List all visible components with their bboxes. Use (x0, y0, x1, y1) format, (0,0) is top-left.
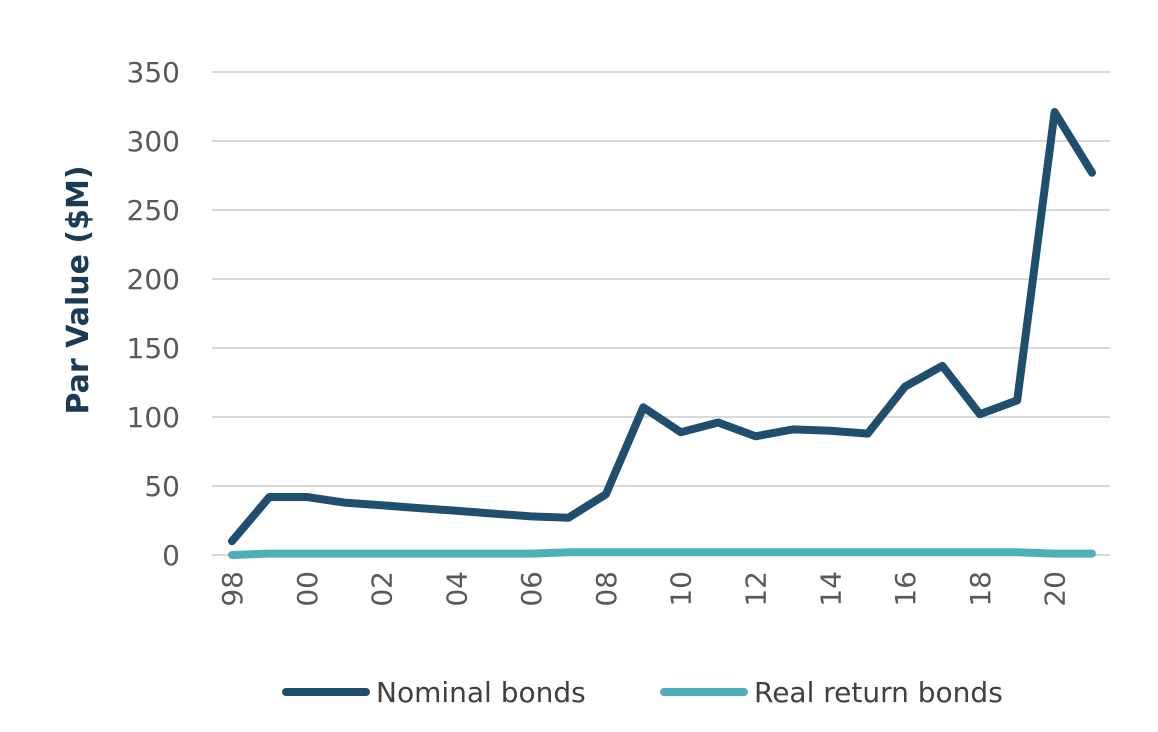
y-tick-label: 0 (162, 539, 180, 572)
x-tick-label: 14 (814, 571, 847, 607)
y-axis-ticks: 0 50 100 150 200 250 300 350 (127, 56, 180, 572)
x-tick-label: 12 (739, 571, 772, 607)
x-tick-label: 00 (291, 571, 324, 607)
series-lines (228, 108, 1096, 559)
legend: Nominal bonds Real return bonds (282, 676, 1003, 709)
x-tick-label: 10 (665, 571, 698, 607)
y-tick-label: 50 (144, 470, 180, 503)
y-tick-label: 300 (127, 125, 180, 158)
x-tick-label: 20 (1039, 571, 1072, 607)
y-tick-label: 200 (127, 263, 180, 296)
legend-label: Nominal bonds (376, 676, 586, 709)
legend-label: Real return bonds (754, 676, 1003, 709)
y-axis-label: Par Value ($M) (61, 165, 96, 414)
x-axis-ticks: 98 00 02 04 06 08 10 12 14 16 18 20 (216, 571, 1072, 607)
y-tick-label: 250 (127, 194, 180, 227)
gridlines (212, 71, 1110, 487)
x-tick-label: 02 (366, 571, 399, 607)
y-tick-label: 150 (127, 332, 180, 365)
y-tick-label: 350 (127, 56, 180, 89)
x-tick-label: 16 (889, 571, 922, 607)
series-line-nominal-bonds (228, 108, 1096, 546)
x-tick-label: 08 (590, 571, 623, 607)
y-tick-label: 100 (127, 401, 180, 434)
series-line-real-return-bonds (228, 548, 1096, 559)
x-tick-label: 18 (964, 571, 997, 607)
x-tick-label: 98 (216, 571, 249, 607)
x-tick-label: 04 (440, 571, 473, 607)
x-tick-label: 06 (515, 571, 548, 607)
